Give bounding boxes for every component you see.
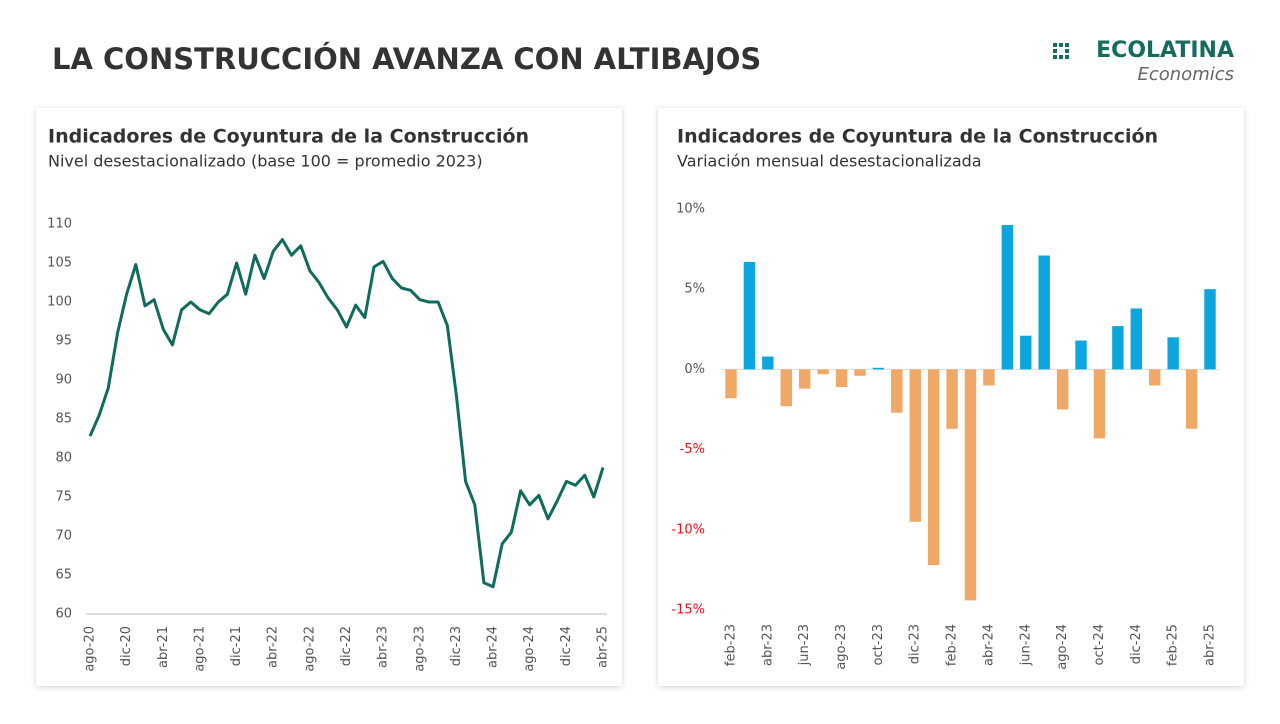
bar: [891, 369, 903, 413]
chart-title: Indicadores de Coyuntura de la Construcc…: [48, 126, 529, 148]
x-tick-label: abr-24: [981, 624, 996, 666]
x-tick-label: dic-24: [559, 626, 574, 666]
x-tick-label: feb-25: [1166, 624, 1181, 666]
y-tick-label: 65: [55, 568, 72, 583]
bar: [1020, 335, 1032, 370]
x-tick-label: dic-24: [1129, 624, 1144, 664]
line: [88, 238, 605, 589]
bar: [964, 369, 977, 601]
x-tick-label: abr-23: [376, 626, 391, 668]
x-tick-label: feb-23: [724, 624, 739, 666]
y-tick-label: 60: [55, 607, 72, 622]
bar: [798, 369, 811, 389]
bar: [1056, 369, 1069, 410]
bar: [1167, 337, 1179, 370]
bar: [1001, 225, 1014, 370]
y-tick-label: 100: [47, 295, 72, 310]
y-tick-label: -10%: [671, 522, 705, 537]
x-tick-label: ago-23: [834, 624, 849, 670]
x-tick-label: jun-24: [1018, 624, 1033, 666]
bar: [1075, 340, 1087, 370]
bar: [743, 261, 756, 370]
y-tick-label: 90: [55, 373, 72, 388]
x-tick-label: ago-21: [192, 626, 207, 672]
y-tick-label: 85: [55, 412, 72, 427]
x-tick-label: ago-24: [522, 626, 537, 672]
x-tick-label: jun-23: [797, 624, 812, 666]
x-tick-label: abr-23: [760, 624, 775, 666]
bar: [1149, 369, 1161, 386]
bar: [983, 369, 995, 386]
logo-name: ECOLATINA: [1096, 38, 1234, 63]
y-tick-label: 0%: [684, 362, 705, 377]
y-tick-label: 10%: [676, 202, 705, 217]
bar: [1112, 326, 1124, 370]
y-tick-label: -5%: [680, 442, 705, 457]
card: [36, 108, 622, 686]
x-tick-label: dic-23: [449, 626, 464, 666]
y-tick-label: -15%: [671, 603, 705, 618]
y-tick-label: 80: [55, 451, 72, 466]
y-tick-label: 105: [47, 256, 72, 271]
x-tick-label: dic-20: [119, 626, 134, 666]
y-tick-label: 5%: [684, 282, 705, 297]
y-tick-label: 95: [55, 334, 72, 349]
bar: [1038, 255, 1050, 370]
x-tick-label: dic-23: [908, 624, 923, 664]
x-tick-label: dic-22: [339, 626, 354, 666]
bar: [762, 356, 774, 370]
chart-subtitle: Variación mensual desestacionalizada: [677, 152, 982, 171]
x-tick-label: abr-25: [596, 626, 611, 668]
x-tick-label: abr-24: [486, 626, 501, 668]
bar: [1130, 308, 1143, 370]
bar: [1204, 289, 1216, 370]
x-tick-label: abr-21: [156, 626, 171, 668]
x-tick-label: abr-22: [266, 626, 281, 668]
logo: [1053, 43, 1069, 59]
bar: [780, 369, 792, 407]
x-tick-label: ago-22: [302, 626, 317, 672]
y-tick-label: 75: [55, 490, 72, 505]
logo-tagline: Economics: [1137, 64, 1234, 85]
bar: [835, 369, 848, 388]
y-tick-label: 110: [47, 217, 72, 232]
bar: [927, 369, 940, 566]
x-tick-label: oct-23: [871, 624, 886, 665]
bar: [725, 369, 737, 399]
chart-subtitle: Nivel desestacionalizado (base 100 = pro…: [48, 152, 483, 171]
x-tick-label: abr-25: [1203, 624, 1218, 666]
bar: [946, 369, 958, 429]
x-tick-label: oct-24: [1092, 624, 1107, 665]
y-tick-label: 70: [55, 529, 72, 544]
x-tick-label: ago-24: [1055, 624, 1070, 670]
x-tick-label: feb-24: [945, 624, 960, 666]
bar: [909, 369, 921, 522]
x-tick-label: dic-21: [229, 626, 244, 666]
x-tick-label: ago-20: [83, 626, 98, 672]
bar: [1185, 369, 1198, 429]
x-tick-label: ago-23: [412, 626, 427, 672]
chart-title: Indicadores de Coyuntura de la Construcc…: [677, 126, 1158, 148]
page-title: LA CONSTRUCCIÓN AVANZA CON ALTIBAJOS: [52, 42, 761, 76]
bar: [1093, 369, 1106, 439]
bar: [817, 369, 829, 375]
bar: [854, 369, 866, 376]
bar: [872, 367, 885, 370]
